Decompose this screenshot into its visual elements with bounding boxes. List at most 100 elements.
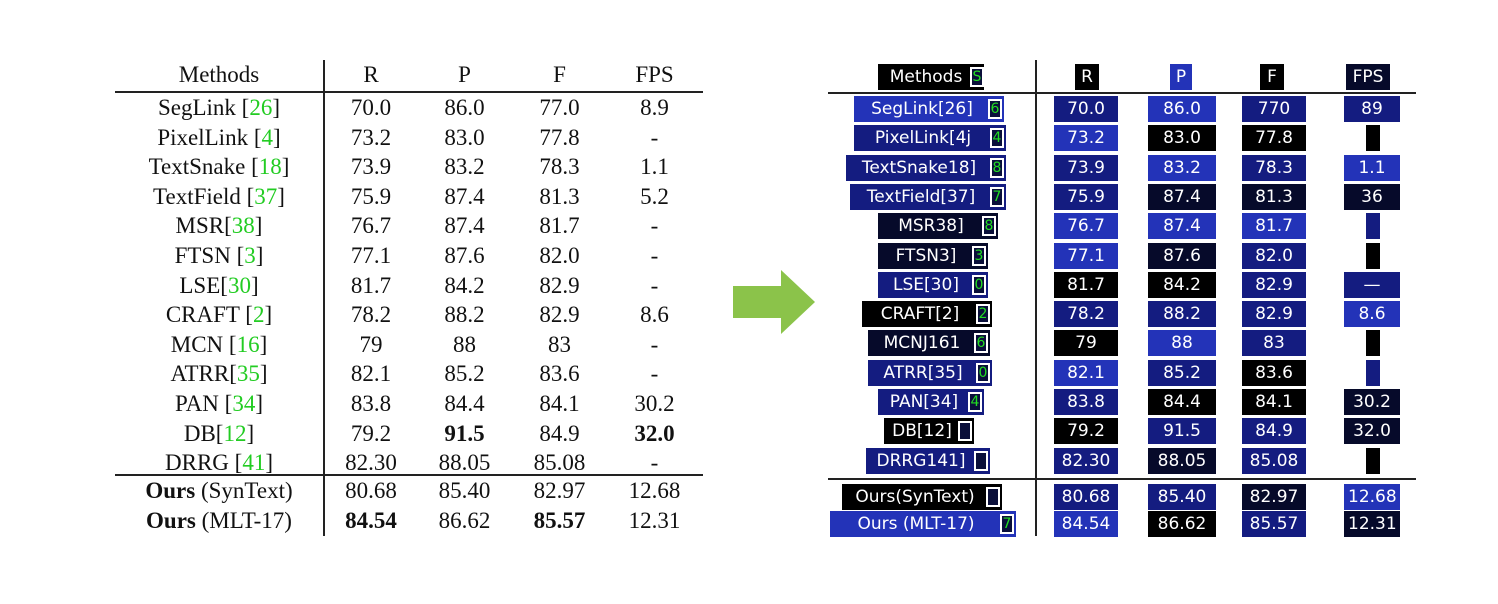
overlay-method-box: TextSnake18] 8 (846, 154, 1006, 181)
overlay-precision-box: 85.2 (1148, 359, 1216, 386)
overlay-method-box: PixelLink[4j 4 (854, 125, 1006, 152)
overlay-recall-box: 79 (1054, 330, 1118, 357)
citation-ref: 34 (232, 391, 256, 416)
precision-value: 87.6 (444, 243, 485, 268)
method-name: Ours (MLT-17) (146, 507, 292, 533)
overlay-method-box: Ours(SynText) (842, 484, 1002, 510)
overlay-f-box: 77.8 (1242, 125, 1306, 152)
fps-value: 30.2 (634, 391, 675, 416)
overlay-precision-box: 87.4 (1148, 183, 1216, 210)
recall-value: 73.2 (350, 124, 392, 150)
f-value: 84.1 (539, 391, 580, 416)
recall-value: 77.1 (350, 243, 392, 268)
fps-value: 5.2 (640, 183, 669, 209)
overlay-method-box: FTSN3] 3 (878, 242, 988, 269)
fps-value: 8.9 (640, 95, 669, 120)
citation-tag: 7 (990, 186, 1004, 207)
overlay-fps-box: 89 (1344, 96, 1400, 122)
recall-value: 82.30 (345, 450, 397, 476)
overlay-precision-box: 88.2 (1148, 301, 1216, 328)
overlay-ours-divider (828, 478, 1416, 480)
table-row: PAN [34] 83.8 84.4 84.1 30.2 (115, 389, 703, 419)
citation-tag: 6 (974, 333, 988, 354)
fps-value: 12.68 (628, 478, 681, 503)
f-value: 85.08 (533, 450, 586, 476)
table-row: SegLink [26] 70.0 86.0 77.0 8.9 (115, 93, 703, 123)
fps-value: - (650, 124, 659, 150)
table-row: MCN [16] 79 88 83 - (115, 330, 703, 360)
citation-tag: 0 (976, 362, 990, 383)
precision-value: 83.0 (444, 124, 485, 150)
precision-value: 83.2 (444, 154, 485, 180)
overlay-f-box: 84.9 (1242, 418, 1306, 445)
header-f: F (553, 62, 566, 87)
overlay-method-box: SegLink[26] 6 (854, 96, 1004, 122)
precision-value: 88.05 (438, 450, 491, 476)
table-row: TextSnake [18] 73.9 83.2 78.3 1.1 (115, 152, 703, 182)
overlay-fps-box: 1.1 (1344, 154, 1400, 181)
method-name: Ours (SynText) (145, 478, 293, 503)
method-name: ATRR[35] (170, 361, 268, 387)
citation-tag: 4 (990, 128, 1004, 149)
overlay-f-box: 84.1 (1242, 389, 1306, 415)
recall-value: 84.54 (345, 507, 397, 533)
overlay-method-box: MCNJ161 6 (868, 330, 990, 357)
overlay-f-box: 83.6 (1242, 359, 1306, 386)
overlay-method-box: LSE[30] 0 (878, 271, 988, 298)
overlay-recall-box: 76.7 (1054, 213, 1118, 240)
citation-tag: 7 (1000, 514, 1014, 534)
recall-value: 70.0 (350, 95, 392, 120)
recall-value: 76.7 (350, 213, 392, 239)
overlay-precision-box: 84.4 (1148, 389, 1216, 415)
fps-value: - (650, 331, 659, 357)
ours-row: Ours (SynText) 80.68 85.40 82.97 12.68 (115, 476, 703, 506)
recall-value: 78.2 (350, 302, 392, 328)
citation-tag: 2 (976, 304, 990, 325)
table-row: ATRR[35] 82.1 85.2 83.6 - (115, 359, 703, 389)
overlay-recall-box: 81.7 (1054, 271, 1118, 298)
fps-value: - (650, 361, 659, 387)
recall-value: 82.1 (350, 361, 392, 387)
overlay-f-box: 81.7 (1242, 213, 1306, 240)
overlay-header-methods: Methods S (878, 64, 984, 90)
citation-tag: 0 (972, 274, 986, 295)
fps-value: - (650, 243, 659, 268)
precision-value: 86.62 (438, 507, 491, 533)
overlay-fps-box (1366, 330, 1380, 357)
table-row: TextField [37] 75.9 87.4 81.3 5.2 (115, 182, 703, 212)
overlay-header-fps: FPS (1346, 64, 1390, 90)
overlay-f-box: 82.97 (1242, 484, 1306, 510)
f-value: 83.6 (539, 361, 580, 387)
overlay-fps-box: 32.0 (1344, 418, 1400, 445)
precision-value: 86.0 (444, 95, 485, 120)
overlay-precision-box: 87.4 (1148, 213, 1216, 240)
overlay-method-box: CRAFT[2] 2 (862, 301, 992, 328)
citation-tag: 4 (968, 392, 982, 412)
overlay-precision-box: 86.62 (1148, 511, 1216, 537)
method-name: FTSN [3] (174, 243, 264, 268)
overlay-header-p: P (1170, 64, 1192, 90)
citation-ref: 26 (249, 95, 273, 120)
method-name: CRAFT [2] (165, 302, 273, 328)
citation-ref: 4 (261, 124, 273, 150)
table-row: CRAFT [2] 78.2 88.2 82.9 8.6 (115, 300, 703, 330)
f-value: 84.9 (539, 420, 580, 446)
f-value: 82.0 (539, 243, 580, 268)
citation-tag: 6 (988, 99, 1002, 119)
overlay-recall-box: 79.2 (1054, 418, 1118, 445)
method-name: MSR[38] (175, 213, 263, 239)
overlay-f-box: 82.0 (1242, 242, 1306, 269)
citation-tag: 8 (982, 216, 996, 237)
overlay-precision-box: 83.0 (1148, 125, 1216, 152)
overlay-f-box: 82.9 (1242, 301, 1306, 328)
recall-value: 73.9 (350, 154, 392, 180)
overlay-fps-box (1366, 213, 1380, 240)
table-row: PixelLink [4] 73.2 83.0 77.8 - (115, 123, 703, 153)
overlay-recall-box: 73.9 (1054, 154, 1118, 181)
method-name: SegLink [26] (157, 95, 281, 120)
overlay-f-box: 82.9 (1242, 271, 1306, 298)
overlay-header-f: F (1260, 64, 1284, 90)
overlay-fps-box (1366, 359, 1380, 386)
method-name: MCN [16] (170, 331, 268, 357)
overlay-recall-box: 84.54 (1054, 511, 1118, 537)
